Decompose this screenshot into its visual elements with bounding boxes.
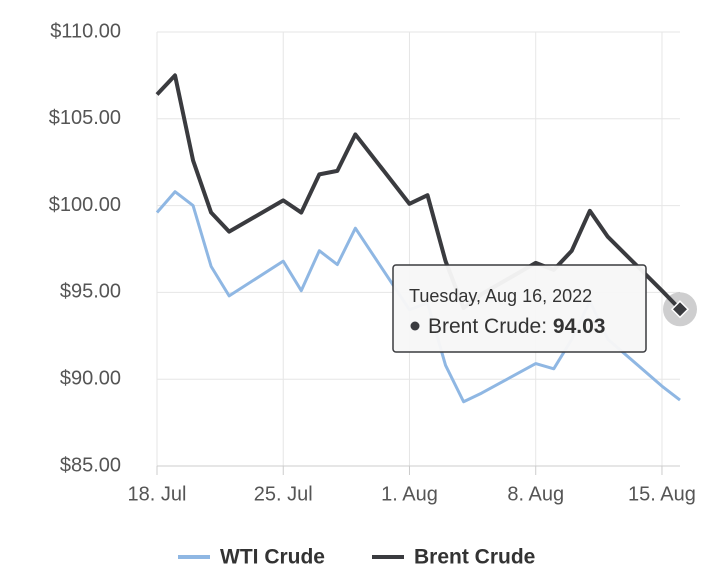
y-tick-label: $90.00 [60, 367, 121, 389]
tooltip-box [392, 264, 647, 353]
tooltip-series: Brent Crude: [428, 315, 553, 338]
x-tick-label: 18. Jul [128, 483, 187, 505]
series-line [155, 73, 682, 311]
x-tick-label: 8. Aug [507, 483, 564, 505]
legend: WTI Crude Brent Crude [178, 546, 535, 569]
y-tick-label: $100.00 [49, 194, 121, 216]
plot [155, 73, 682, 404]
x-tick-label: 25. Jul [254, 483, 313, 505]
tooltip-dot [410, 321, 420, 331]
tooltip-row: Brent Crude: 94.03 [428, 315, 605, 338]
y-tick-label: $85.00 [60, 454, 121, 476]
legend-label[interactable]: Brent Crude [414, 546, 535, 569]
y-tick-label: $95.00 [60, 281, 121, 303]
x-tick-label: 15. Aug [628, 483, 696, 505]
legend-label[interactable]: WTI Crude [220, 546, 325, 569]
tooltip-title: Tuesday, Aug 16, 2022 [409, 286, 592, 306]
tooltip-value: 94.03 [553, 315, 606, 338]
grid: $85.00 $90.00 $95.00 $100.00 $105.00 $110.00 1… [49, 20, 696, 505]
y-tick-label: $110.00 [50, 20, 121, 42]
tooltip: Tuesday, Aug 16, 2022 Brent Crude: 94.03 [392, 264, 697, 353]
y-tick-label: $105.00 [49, 107, 121, 129]
hover-point [670, 300, 690, 319]
x-tick-label: 1. Aug [381, 483, 438, 505]
